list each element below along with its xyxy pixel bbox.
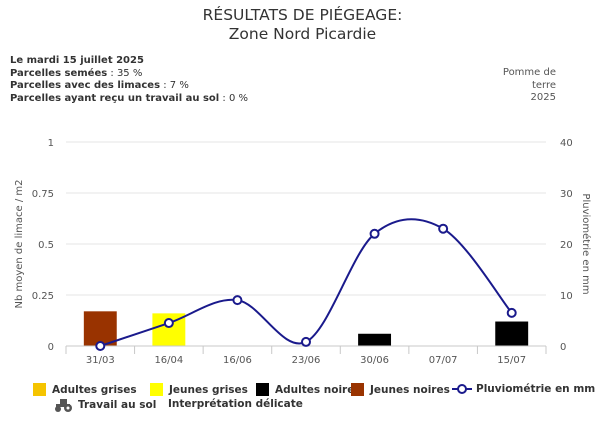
y2-axis-title: Pluviométrie en mm <box>580 193 592 294</box>
y-axis-title: Nb moyen de limace / m2 <box>14 179 25 308</box>
x-tick-label: 23/06 <box>292 355 321 366</box>
legend-adultes-noires[interactable]: Adultes noires <box>256 383 361 396</box>
info-label-semees: Parcelles semées <box>10 67 108 79</box>
y2-tick-label: 0 <box>560 342 566 353</box>
x-tick-label: 16/06 <box>223 355 252 366</box>
info-label-travail: Parcelles ayant reçu un travail au sol <box>10 92 220 104</box>
legend-jeunes-noires[interactable]: Jeunes noires <box>351 383 450 396</box>
x-tick-label: 07/07 <box>429 355 458 366</box>
legend-interpretation: Interprétation délicate <box>168 398 303 410</box>
bar <box>358 333 392 346</box>
rainfall-point <box>301 336 311 347</box>
info-value-limaces: 7 % <box>169 80 189 91</box>
line-marker-icon <box>452 384 472 394</box>
crop-line-1: Pomme de <box>502 67 556 78</box>
crop-line-2: terre <box>531 79 556 91</box>
legend-label: Jeunes grises <box>169 383 248 396</box>
legend-adultes-grises[interactable]: Adultes grises <box>33 383 137 396</box>
legend-label: Interprétation délicate <box>168 398 303 410</box>
rainfall-point <box>438 223 449 234</box>
legend-travail-au-sol[interactable]: Travail au sol <box>53 398 156 412</box>
y-tick-label: 1 <box>48 138 54 149</box>
crop-line-3: 2025 <box>530 92 556 103</box>
title-line: RÉSULTATS DE PIÉGEAGE: <box>202 6 403 24</box>
info-date: Le mardi 15 juillet 2025 <box>10 55 144 66</box>
x-tick-label: 31/03 <box>86 355 115 366</box>
rainfall-point <box>506 307 517 318</box>
legend-label: Jeunes noires <box>370 383 450 396</box>
x-tick-label: 16/04 <box>154 355 183 366</box>
info-value-semees: 35 % <box>116 67 143 79</box>
y-tick-label: 0 <box>48 342 54 353</box>
y-tick-label: 0.75 <box>32 189 54 200</box>
legend-label: Adultes noires <box>275 383 361 396</box>
rainfall-point <box>232 295 243 306</box>
y2-tick-label: 20 <box>560 240 573 251</box>
legend-label: Adultes grises <box>52 383 137 396</box>
bar <box>495 321 529 346</box>
legend-swatch-adultes-noires <box>256 383 269 396</box>
info-value-travail: 0 % <box>228 92 249 104</box>
tractor-icon <box>55 399 72 412</box>
y2-tick-label: 40 <box>560 138 573 149</box>
rainfall-point <box>369 228 380 239</box>
subtitle-line: Zone Nord Picardie <box>228 25 377 43</box>
bar <box>83 311 117 346</box>
x-tick-label: 15/07 <box>497 355 526 366</box>
crop-label: Pomme de terre 2025 <box>492 67 556 105</box>
legend-swatch-jeunes-noires <box>351 383 364 396</box>
legend-label: Travail au sol <box>78 399 157 411</box>
y2-tick-label: 10 <box>560 291 573 302</box>
chart-title: RÉSULTATS DE PIÉGEAGE: Zone Nord Picardi… <box>0 6 605 44</box>
legend-swatch-adultes-grises <box>33 383 46 396</box>
info-block: Le mardi 15 juillet 2025 Parcelles semée… <box>10 55 249 104</box>
rainfall-point <box>163 318 174 329</box>
y2-tick-label: 30 <box>560 189 573 200</box>
legend-label: Pluviométrie en mm <box>476 383 596 395</box>
legend-swatch-jeunes-grises <box>150 383 163 396</box>
rainfall-point <box>95 341 106 351</box>
info-label-limaces: Parcelles avec des limaces <box>10 80 161 91</box>
y-tick-label: 0.25 <box>32 291 54 302</box>
legend-pluviometrie[interactable]: Pluviométrie en mm <box>452 383 595 395</box>
x-tick-label: 30/06 <box>360 355 389 366</box>
y-tick-label: 0.5 <box>38 240 54 251</box>
legend-jeunes-grises[interactable]: Jeunes grises <box>150 383 248 396</box>
